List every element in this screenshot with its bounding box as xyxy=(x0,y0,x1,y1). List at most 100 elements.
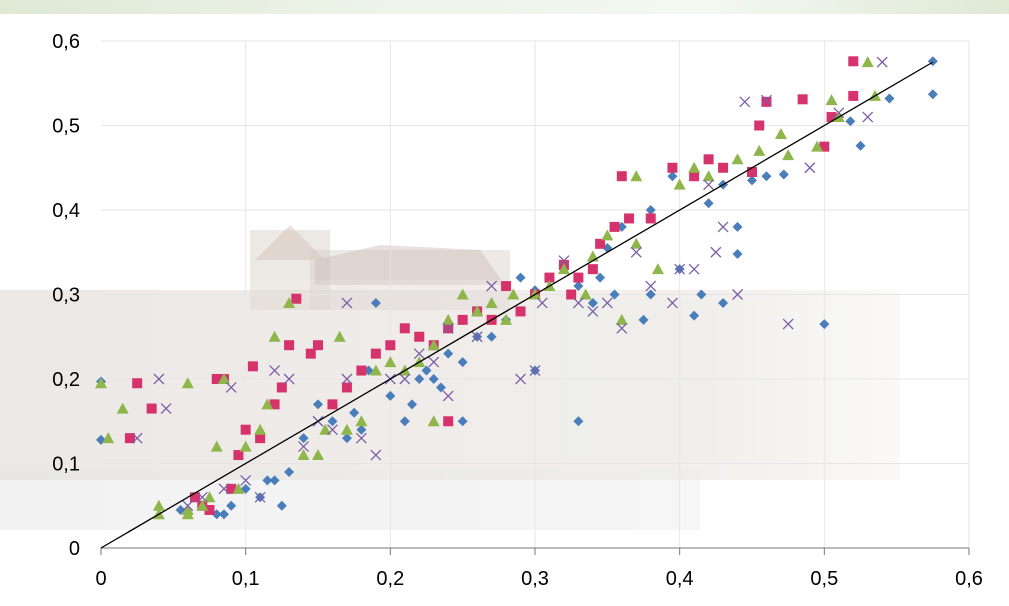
data-point-square xyxy=(269,399,280,410)
data-point-square xyxy=(240,424,251,435)
data-point-x xyxy=(182,500,194,512)
data-point-square xyxy=(255,433,266,444)
data-point-x xyxy=(160,403,172,415)
data-point-square xyxy=(226,483,237,494)
data-point-square xyxy=(233,450,244,461)
data-point-diamond xyxy=(573,281,584,292)
data-point-diamond xyxy=(595,272,606,283)
data-point-square xyxy=(826,112,837,123)
data-point-square xyxy=(313,340,323,351)
data-point-square xyxy=(689,171,700,182)
data-point-x xyxy=(269,365,281,377)
data-point-diamond xyxy=(240,483,251,494)
data-point-triangle xyxy=(753,144,766,156)
data-point-x xyxy=(515,373,526,385)
data-point-triangle xyxy=(731,153,744,165)
trend-line xyxy=(100,61,934,549)
data-point-diamond xyxy=(407,399,418,410)
data-point-x xyxy=(370,449,382,461)
data-point-triangle xyxy=(340,423,353,435)
gridlines xyxy=(101,40,970,548)
data-point-diamond xyxy=(778,169,789,180)
data-point-diamond xyxy=(443,348,454,359)
data-point-square xyxy=(146,403,157,414)
data-point-square xyxy=(667,162,678,173)
data-point-diamond xyxy=(845,116,856,127)
data-point-square xyxy=(624,213,635,224)
data-point-square xyxy=(616,171,627,182)
data-point-diamond xyxy=(927,89,938,100)
data-point-x xyxy=(327,424,338,436)
data-point-square xyxy=(211,374,222,384)
data-point-diamond xyxy=(341,433,352,444)
data-point-x xyxy=(413,348,425,360)
data-point-x xyxy=(645,280,657,292)
data-point-diamond xyxy=(689,310,700,321)
data-point-x xyxy=(587,305,599,317)
data-point-diamond xyxy=(884,93,895,104)
data-point-x xyxy=(196,491,208,503)
data-point-diamond xyxy=(855,140,866,151)
data-point-square xyxy=(501,281,512,292)
data-point-diamond xyxy=(609,289,620,300)
data-point-square xyxy=(414,331,425,342)
data-point-x xyxy=(283,373,295,385)
data-point-square xyxy=(718,162,729,173)
data-point-diamond xyxy=(457,416,468,427)
data-point-x xyxy=(804,162,816,174)
data-point-diamond xyxy=(638,314,649,325)
data-point-diamond xyxy=(587,297,598,308)
data-point-square xyxy=(515,306,526,317)
data-point-square xyxy=(595,238,606,249)
data-point-square xyxy=(609,221,620,232)
data-point-square xyxy=(132,378,143,389)
data-point-square xyxy=(341,382,352,393)
data-point-x xyxy=(536,297,548,309)
data-point-square xyxy=(356,365,367,376)
data-point-triangle xyxy=(283,296,296,308)
x-tick-label: 0 xyxy=(95,568,106,590)
data-point-square xyxy=(819,141,830,152)
data-point-x xyxy=(225,381,237,393)
data-point-square xyxy=(848,90,859,101)
data-point-triangle xyxy=(268,330,281,342)
data-point-diamond xyxy=(696,289,707,300)
data-point-diamond xyxy=(276,500,287,511)
data-point-triangle xyxy=(485,296,498,308)
data-point-triangle xyxy=(615,313,628,325)
data-point-x xyxy=(442,390,454,402)
data-point-triangle xyxy=(630,237,643,249)
data-point-diamond xyxy=(399,416,410,427)
data-point-diamond xyxy=(732,221,743,232)
data-point-diamond xyxy=(226,500,237,511)
data-point-triangle xyxy=(369,364,382,376)
y-tick-label: 0,6 xyxy=(52,31,80,53)
data-point-square xyxy=(124,433,135,444)
data-point-triangle xyxy=(232,482,245,494)
data-point-triangle xyxy=(210,440,223,452)
data-point-diamond xyxy=(703,198,714,209)
data-point-x xyxy=(218,483,230,495)
data-point-triangle xyxy=(601,229,614,241)
data-point-square xyxy=(703,154,714,165)
data-point-triangle xyxy=(217,373,230,384)
data-point-x xyxy=(153,373,165,385)
data-point-triangle xyxy=(673,178,686,190)
data-point-diamond xyxy=(486,331,497,342)
data-point-diamond xyxy=(761,171,772,182)
data-point-x xyxy=(341,297,353,309)
data-point-diamond xyxy=(218,509,229,520)
data-point-x xyxy=(876,56,888,68)
data-point-x xyxy=(428,356,440,368)
data-point-square xyxy=(291,293,302,304)
y-tick-label: 0,2 xyxy=(52,369,80,391)
data-point-x xyxy=(666,297,678,309)
data-point-diamond xyxy=(732,248,743,259)
data-point-diamond xyxy=(356,424,367,435)
top-banner xyxy=(0,0,1009,14)
data-point-triangle xyxy=(586,250,599,262)
x-tick-label: 0,1 xyxy=(232,568,260,590)
data-point-triangle xyxy=(630,170,643,182)
data-point-triangle xyxy=(355,415,368,427)
